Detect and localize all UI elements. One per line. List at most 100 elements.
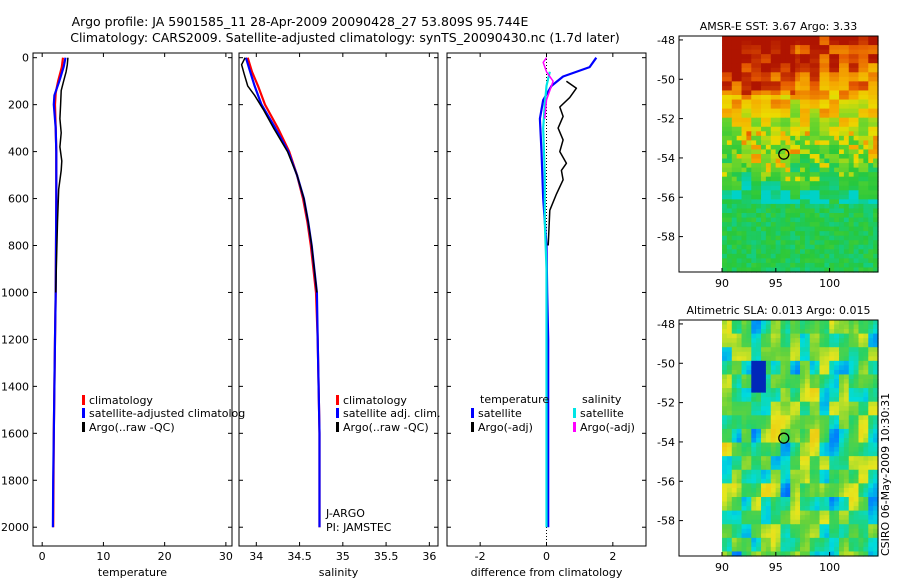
map-cell: [726, 95, 733, 101]
map-cell: [853, 401, 860, 407]
legend-label-temperature-argo: Argo(..raw -QC): [89, 421, 175, 434]
map-cell: [765, 163, 772, 169]
map-cell: [819, 492, 825, 498]
map-cell: [843, 122, 850, 128]
map-cell: [741, 249, 747, 255]
map-cell: [765, 76, 772, 82]
map-cell: [858, 217, 864, 223]
map-cell: [848, 397, 855, 403]
map-cell: [843, 401, 850, 407]
map-cell: [873, 158, 879, 164]
map-cell: [839, 208, 845, 214]
map-cell: [809, 194, 816, 200]
map-cell: [790, 203, 796, 210]
map-cell: [853, 374, 860, 380]
map-cell: [756, 374, 762, 380]
map-cell: [790, 176, 796, 182]
map-cell: [809, 72, 816, 78]
map-cell: [814, 465, 821, 471]
map-cell: [741, 104, 747, 110]
map-cell: [839, 383, 845, 389]
map-cell: [873, 99, 879, 105]
map-cell: [741, 226, 747, 232]
map-cell: [829, 131, 835, 137]
map-cell: [741, 253, 747, 259]
map-cell: [843, 58, 850, 64]
map-cell: [775, 388, 782, 394]
map-cell: [829, 158, 835, 164]
map-cell: [863, 379, 869, 385]
map-cell: [843, 379, 850, 385]
map-cell: [868, 419, 874, 425]
map-cell: [731, 524, 738, 530]
depth-tick-label: 1800: [1, 474, 29, 487]
map-cell: [790, 447, 796, 453]
map-cell: [873, 154, 879, 160]
map-cell: [722, 406, 728, 412]
map-cell: [751, 267, 757, 273]
map-cell: [765, 262, 772, 269]
map-cell: [751, 235, 757, 241]
map-cell: [722, 231, 728, 237]
map-cell: [736, 392, 743, 398]
map-cell: [804, 369, 811, 376]
map-cell: [722, 351, 728, 357]
map-cell: [868, 415, 874, 421]
map-cell: [731, 460, 738, 466]
map-cell: [736, 460, 743, 466]
map-cell: [780, 365, 786, 371]
map-cell: [756, 492, 762, 498]
map-cell: [839, 249, 845, 255]
map-cell: [804, 72, 811, 78]
map-cell: [775, 456, 782, 462]
map-cell: [863, 67, 869, 73]
map-cell: [756, 244, 762, 250]
map-cell: [804, 406, 811, 412]
map-cell: [834, 474, 840, 480]
map-cell: [756, 456, 762, 462]
map-cell: [843, 231, 850, 237]
map-cell: [800, 447, 806, 453]
map-cell: [829, 240, 835, 246]
map-cell: [775, 428, 782, 435]
map-cell: [770, 108, 777, 114]
map-cell: [873, 528, 879, 534]
map-cell: [853, 506, 860, 512]
map-cell: [765, 338, 772, 344]
map-cell: [814, 140, 821, 146]
map-cell: [775, 167, 782, 173]
map-cell: [790, 524, 796, 530]
map-cell: [780, 172, 786, 178]
map-cell: [819, 167, 825, 173]
map-cell: [858, 442, 864, 448]
map-cell: [809, 181, 816, 187]
map-cell: [819, 524, 825, 530]
map-cell: [873, 144, 879, 151]
map-cell: [741, 194, 747, 200]
map-cell: [770, 369, 777, 376]
map-cell: [868, 226, 874, 232]
map-cell: [819, 231, 825, 237]
map-cell: [731, 81, 738, 87]
map-cell: [746, 226, 752, 232]
map-cell: [770, 67, 777, 73]
map-cell: [868, 546, 874, 553]
map-cell: [775, 262, 782, 269]
map-cell: [809, 113, 816, 119]
map-cell: [843, 194, 850, 200]
map-cell: [770, 36, 777, 42]
map-cell: [775, 478, 782, 484]
map-cell: [873, 338, 879, 344]
map-cell: [746, 213, 752, 219]
map-cell: [790, 181, 796, 187]
map-cell: [790, 240, 796, 246]
map-cell: [819, 419, 825, 425]
map-cell: [775, 410, 782, 416]
map-cell: [765, 117, 772, 123]
map-cell: [809, 451, 816, 457]
map-cell: [761, 67, 767, 73]
map-cell: [751, 388, 757, 394]
map-cell: [853, 383, 860, 389]
map-cell: [819, 104, 825, 110]
map-cell: [829, 190, 835, 196]
